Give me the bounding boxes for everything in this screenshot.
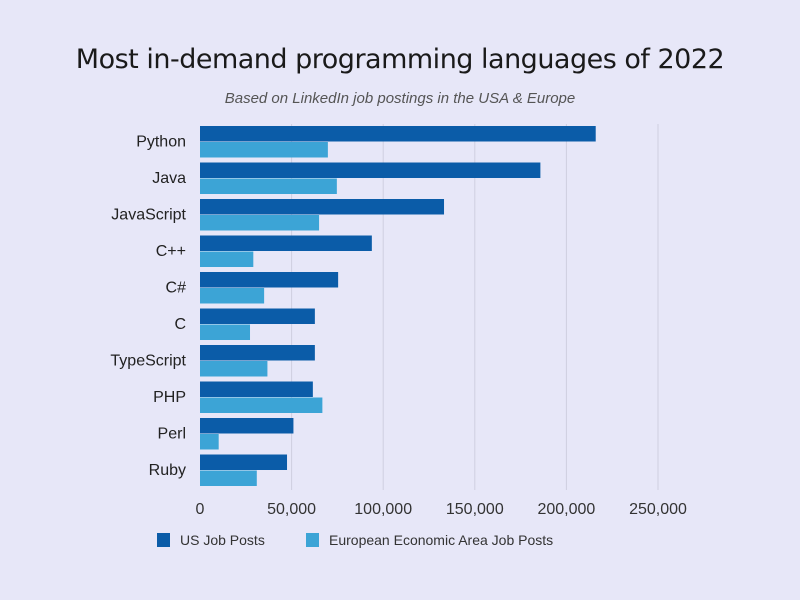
y-tick-label: Perl — [158, 426, 186, 443]
y-tick-label: C# — [166, 280, 187, 297]
bar-eea — [200, 324, 251, 340]
x-tick-label: 200,000 — [537, 501, 595, 518]
bar-us — [200, 308, 315, 324]
bar-eea — [200, 251, 254, 267]
x-tick-label: 150,000 — [446, 501, 504, 518]
y-tick-label: Python — [136, 134, 186, 151]
bar-eea — [200, 361, 268, 377]
x-tick-label: 0 — [196, 501, 205, 518]
bar-us — [200, 454, 288, 470]
bar-us — [200, 199, 445, 215]
bar-eea — [200, 178, 337, 194]
x-tick-label: 250,000 — [629, 501, 687, 518]
bar-us — [200, 126, 596, 142]
chart-title: Most in-demand programming languages of … — [75, 44, 725, 75]
bar-eea — [200, 142, 328, 158]
legend-label-us: US Job Posts — [180, 532, 265, 548]
chart-subtitle: Based on LinkedIn job postings in the US… — [224, 90, 576, 107]
y-tick-label: PHP — [153, 389, 186, 406]
legend-item-us: US Job Posts — [157, 532, 265, 548]
bar-us — [200, 272, 339, 288]
y-tick-label: TypeScript — [110, 353, 186, 370]
y-tick-label: JavaScript — [111, 207, 186, 224]
legend-swatch-eea — [306, 533, 319, 547]
legend-label-eea: European Economic Area Job Posts — [329, 532, 554, 548]
x-tick-label: 100,000 — [354, 501, 412, 518]
y-tick-label: C — [174, 316, 186, 333]
bar-eea — [200, 470, 257, 486]
bar-eea — [200, 434, 219, 450]
x-tick-label: 50,000 — [267, 501, 316, 518]
legend-swatch-us — [157, 533, 170, 547]
bar-us — [200, 418, 294, 434]
bar-eea — [200, 215, 320, 231]
bar-us — [200, 345, 315, 361]
y-tick-label: Java — [152, 170, 186, 187]
bar-eea — [200, 288, 265, 304]
bar-eea — [200, 397, 323, 413]
bar-us — [200, 381, 313, 397]
bar-us — [200, 235, 372, 251]
y-tick-label: Ruby — [149, 462, 186, 479]
legend-item-eea: European Economic Area Job Posts — [306, 532, 553, 548]
bar-us — [200, 162, 541, 178]
y-tick-label: C++ — [156, 243, 186, 260]
